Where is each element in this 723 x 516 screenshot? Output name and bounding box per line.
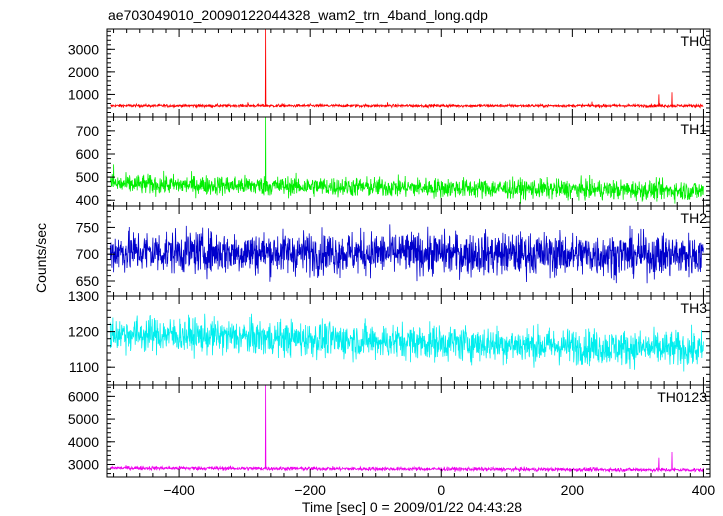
y-tick-label: 6000 — [68, 388, 99, 404]
x-tick-label: −400 — [163, 482, 195, 498]
y-tick-label: 5000 — [68, 411, 99, 427]
y-tick-label: 2000 — [68, 64, 99, 80]
chart-title: ae703049010_20090122044328_wam2_trn_4ban… — [108, 7, 488, 23]
x-tick-label: 0 — [437, 482, 445, 498]
panel-th2: 650 700 750 TH2 — [76, 205, 711, 297]
x-tick-label: 200 — [561, 482, 585, 498]
y-tick-label: 4000 — [68, 434, 99, 450]
y-tick-label: 1300 — [68, 288, 99, 304]
panel-label: TH3 — [681, 300, 708, 316]
series-line-th1 — [109, 117, 704, 204]
y-tick-label: 3000 — [68, 457, 99, 473]
y-tick-label: 1000 — [68, 86, 99, 102]
panel-th1: 400 500 600 700 TH1 — [76, 116, 711, 208]
panel-th0123: 3000 4000 5000 6000 TH0123 — [68, 384, 711, 478]
y-tick-label: 750 — [76, 219, 100, 235]
panel-label: TH0 — [681, 33, 708, 49]
panel-label: TH0123 — [657, 389, 707, 405]
y-tick-label: 700 — [76, 246, 100, 262]
x-tick-label: 400 — [692, 482, 716, 498]
y-tick-label: 600 — [76, 146, 100, 162]
series-line-th3 — [109, 313, 704, 372]
y-tick-label: 3000 — [68, 41, 99, 57]
y-tick-label: 650 — [76, 273, 100, 289]
x-axis-label: Time [sec] 0 = 2009/01/22 04:43:28 — [302, 499, 522, 515]
y-tick-label: 1100 — [69, 359, 99, 375]
y-tick-label: 1200 — [68, 324, 99, 340]
panel-frame — [106, 384, 711, 478]
panel-label: TH2 — [681, 210, 708, 226]
panel-th3: 1100 1200 1300 TH3 — [68, 288, 711, 386]
y-axis-label: Counts/sec — [33, 223, 49, 293]
x-tick-label: −200 — [294, 482, 326, 498]
panel-th0: 1000 2000 3000 TH0 — [68, 28, 711, 118]
panel-label: TH1 — [681, 121, 708, 137]
panel-frame — [106, 28, 711, 118]
series-line-th2 — [109, 224, 704, 284]
series-line-th0123 — [110, 385, 704, 474]
y-tick-label: 400 — [76, 192, 100, 208]
series-line-th0 — [110, 29, 704, 109]
y-tick-label: 500 — [76, 169, 100, 185]
y-tick-label: 700 — [76, 123, 100, 139]
